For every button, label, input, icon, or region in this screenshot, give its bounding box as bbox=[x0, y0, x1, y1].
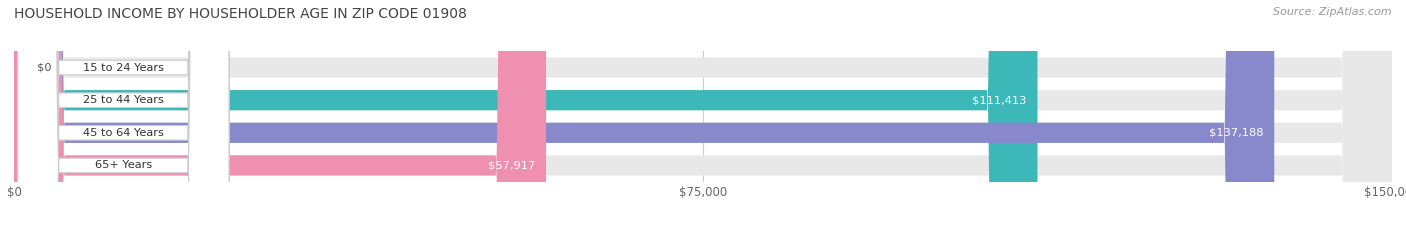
FancyBboxPatch shape bbox=[14, 0, 546, 233]
Text: $111,413: $111,413 bbox=[972, 95, 1026, 105]
Text: $57,917: $57,917 bbox=[488, 161, 536, 170]
Text: 45 to 64 Years: 45 to 64 Years bbox=[83, 128, 165, 138]
Text: 65+ Years: 65+ Years bbox=[94, 161, 152, 170]
Text: $137,188: $137,188 bbox=[1209, 128, 1263, 138]
FancyBboxPatch shape bbox=[18, 0, 229, 233]
FancyBboxPatch shape bbox=[14, 0, 1038, 233]
FancyBboxPatch shape bbox=[18, 0, 229, 233]
FancyBboxPatch shape bbox=[14, 0, 1392, 233]
FancyBboxPatch shape bbox=[18, 0, 229, 233]
Text: Source: ZipAtlas.com: Source: ZipAtlas.com bbox=[1274, 7, 1392, 17]
FancyBboxPatch shape bbox=[14, 0, 1392, 233]
FancyBboxPatch shape bbox=[14, 0, 1274, 233]
FancyBboxPatch shape bbox=[14, 0, 1392, 233]
Text: HOUSEHOLD INCOME BY HOUSEHOLDER AGE IN ZIP CODE 01908: HOUSEHOLD INCOME BY HOUSEHOLDER AGE IN Z… bbox=[14, 7, 467, 21]
Text: $0: $0 bbox=[37, 63, 52, 72]
Text: 15 to 24 Years: 15 to 24 Years bbox=[83, 63, 165, 72]
FancyBboxPatch shape bbox=[14, 0, 1392, 233]
Text: 25 to 44 Years: 25 to 44 Years bbox=[83, 95, 165, 105]
FancyBboxPatch shape bbox=[18, 0, 229, 233]
